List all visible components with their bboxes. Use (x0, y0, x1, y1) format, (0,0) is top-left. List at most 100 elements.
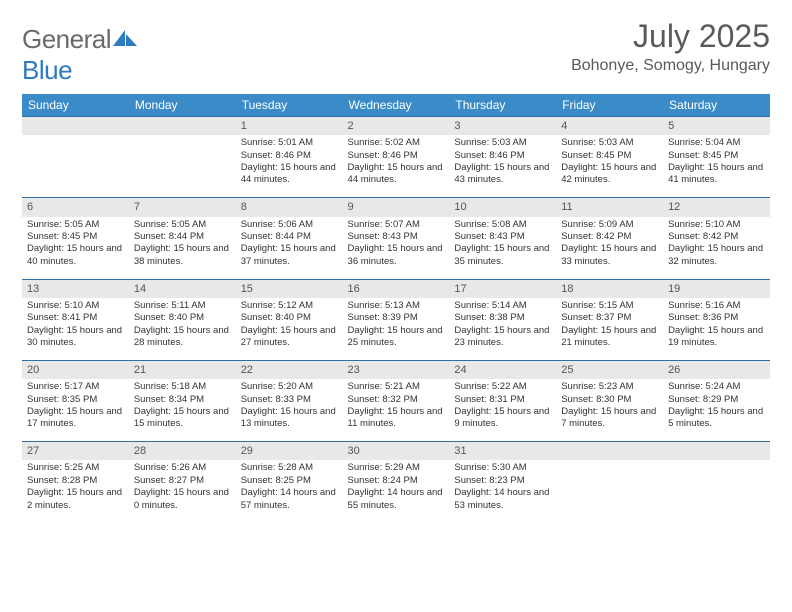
sunrise: Sunrise: 5:05 AM (27, 219, 124, 231)
sunset: Sunset: 8:42 PM (561, 231, 658, 243)
daylight: Daylight: 15 hours and 25 minutes. (348, 325, 445, 350)
day-cell: 2 Sunrise: 5:02 AMSunset: 8:46 PMDaylight… (343, 117, 450, 198)
day-body: Sunrise: 5:25 AMSunset: 8:28 PMDaylight:… (22, 460, 129, 522)
day-number: 11 (556, 198, 663, 216)
sunset: Sunset: 8:45 PM (668, 150, 765, 162)
week-row: 27Sunrise: 5:25 AMSunset: 8:28 PMDayligh… (22, 442, 770, 523)
logo-text-gray: General (22, 24, 111, 54)
daylight: Daylight: 15 hours and 19 minutes. (668, 325, 765, 350)
day-number: 3 (449, 117, 556, 135)
day-body: Sunrise: 5:03 AMSunset: 8:46 PMDaylight:… (449, 135, 556, 197)
daylight: Daylight: 15 hours and 21 minutes. (561, 325, 658, 350)
sunrise: Sunrise: 5:12 AM (241, 300, 338, 312)
sunset: Sunset: 8:46 PM (348, 150, 445, 162)
daylight: Daylight: 15 hours and 40 minutes. (27, 243, 124, 268)
day-cell: 21Sunrise: 5:18 AMSunset: 8:34 PMDayligh… (129, 360, 236, 441)
sunrise: Sunrise: 5:04 AM (668, 137, 765, 149)
week-row: 20Sunrise: 5:17 AMSunset: 8:35 PMDayligh… (22, 360, 770, 441)
daylight: Daylight: 14 hours and 53 minutes. (454, 487, 551, 512)
day-number: 20 (22, 361, 129, 379)
day-number: 17 (449, 280, 556, 298)
day-cell: 29Sunrise: 5:28 AMSunset: 8:25 PMDayligh… (236, 442, 343, 523)
daylight: Daylight: 15 hours and 43 minutes. (454, 162, 551, 187)
day-cell: 1Sunrise: 5:01 AMSunset: 8:46 PMDaylight… (236, 117, 343, 198)
sunset: Sunset: 8:34 PM (134, 394, 231, 406)
daylight: Daylight: 15 hours and 44 minutes. (348, 162, 445, 187)
empty-cell (22, 117, 129, 198)
weekday-monday: Monday (129, 94, 236, 117)
day-body (129, 135, 236, 197)
day-number: 18 (556, 280, 663, 298)
sunrise: Sunrise: 5:13 AM (348, 300, 445, 312)
daylight: Daylight: 15 hours and 11 minutes. (348, 406, 445, 431)
day-cell: 31Sunrise: 5:30 AMSunset: 8:23 PMDayligh… (449, 442, 556, 523)
daylight: Daylight: 15 hours and 28 minutes. (134, 325, 231, 350)
sunrise: Sunrise: 5:24 AM (668, 381, 765, 393)
day-body: Sunrise: 5:22 AMSunset: 8:31 PMDaylight:… (449, 379, 556, 441)
day-cell: 12Sunrise: 5:10 AMSunset: 8:42 PMDayligh… (663, 198, 770, 279)
sunrise: Sunrise: 5:28 AM (241, 462, 338, 474)
sunrise: Sunrise: 5:22 AM (454, 381, 551, 393)
daylight: Daylight: 15 hours and 44 minutes. (241, 162, 338, 187)
week-row: 6Sunrise: 5:05 AMSunset: 8:45 PMDaylight… (22, 198, 770, 279)
empty-cell (129, 117, 236, 198)
daylight: Daylight: 15 hours and 7 minutes. (561, 406, 658, 431)
daylight: Daylight: 15 hours and 15 minutes. (134, 406, 231, 431)
day-body: Sunrise: 5:13 AMSunset: 8:39 PMDaylight:… (343, 298, 450, 360)
day-number: 28 (129, 442, 236, 460)
day-body: Sunrise: 5:30 AMSunset: 8:23 PMDaylight:… (449, 460, 556, 522)
day-body (663, 460, 770, 522)
day-cell: 10Sunrise: 5:08 AMSunset: 8:43 PMDayligh… (449, 198, 556, 279)
sunrise: Sunrise: 5:10 AM (668, 219, 765, 231)
sail-icon (111, 28, 139, 48)
sunset: Sunset: 8:27 PM (134, 475, 231, 487)
day-number: 2 (343, 117, 450, 135)
day-number: 8 (236, 198, 343, 216)
sunrise: Sunrise: 5:02 AM (348, 137, 445, 149)
day-number: 12 (663, 198, 770, 216)
sunset: Sunset: 8:45 PM (561, 150, 658, 162)
day-number: 23 (343, 361, 450, 379)
daylight: Daylight: 15 hours and 27 minutes. (241, 325, 338, 350)
day-number: 24 (449, 361, 556, 379)
location: Bohonye, Somogy, Hungary (571, 57, 770, 75)
sunset: Sunset: 8:29 PM (668, 394, 765, 406)
sunrise: Sunrise: 5:08 AM (454, 219, 551, 231)
day-body: Sunrise: 5:10 AMSunset: 8:41 PMDaylight:… (22, 298, 129, 360)
sunset: Sunset: 8:43 PM (348, 231, 445, 243)
day-body: Sunrise: 5:07 AMSunset: 8:43 PMDaylight:… (343, 217, 450, 279)
sunset: Sunset: 8:35 PM (27, 394, 124, 406)
day-body: Sunrise: 5:21 AMSunset: 8:32 PMDaylight:… (343, 379, 450, 441)
sunset: Sunset: 8:30 PM (561, 394, 658, 406)
day-body: Sunrise: 5:26 AMSunset: 8:27 PMDaylight:… (129, 460, 236, 522)
day-cell: 13Sunrise: 5:10 AMSunset: 8:41 PMDayligh… (22, 279, 129, 360)
daylight: Daylight: 15 hours and 2 minutes. (27, 487, 124, 512)
day-cell: 16Sunrise: 5:13 AMSunset: 8:39 PMDayligh… (343, 279, 450, 360)
day-cell: 22Sunrise: 5:20 AMSunset: 8:33 PMDayligh… (236, 360, 343, 441)
sunrise: Sunrise: 5:05 AM (134, 219, 231, 231)
day-number (129, 117, 236, 135)
day-body (22, 135, 129, 197)
sunset: Sunset: 8:33 PM (241, 394, 338, 406)
sunrise: Sunrise: 5:26 AM (134, 462, 231, 474)
daylight: Daylight: 15 hours and 5 minutes. (668, 406, 765, 431)
sunset: Sunset: 8:40 PM (134, 312, 231, 324)
day-body: Sunrise: 5:16 AMSunset: 8:36 PMDaylight:… (663, 298, 770, 360)
sunset: Sunset: 8:32 PM (348, 394, 445, 406)
sunrise: Sunrise: 5:16 AM (668, 300, 765, 312)
sunset: Sunset: 8:44 PM (134, 231, 231, 243)
weekday-row: SundayMondayTuesdayWednesdayThursdayFrid… (22, 94, 770, 117)
sunset: Sunset: 8:38 PM (454, 312, 551, 324)
day-body: Sunrise: 5:11 AMSunset: 8:40 PMDaylight:… (129, 298, 236, 360)
day-cell: 19Sunrise: 5:16 AMSunset: 8:36 PMDayligh… (663, 279, 770, 360)
day-cell: 14Sunrise: 5:11 AMSunset: 8:40 PMDayligh… (129, 279, 236, 360)
day-cell: 6Sunrise: 5:05 AMSunset: 8:45 PMDaylight… (22, 198, 129, 279)
day-cell: 27Sunrise: 5:25 AMSunset: 8:28 PMDayligh… (22, 442, 129, 523)
day-cell: 11Sunrise: 5:09 AMSunset: 8:42 PMDayligh… (556, 198, 663, 279)
day-cell: 28Sunrise: 5:26 AMSunset: 8:27 PMDayligh… (129, 442, 236, 523)
day-body: Sunrise: 5:29 AMSunset: 8:24 PMDaylight:… (343, 460, 450, 522)
daylight: Daylight: 15 hours and 41 minutes. (668, 162, 765, 187)
sunrise: Sunrise: 5:11 AM (134, 300, 231, 312)
day-body: Sunrise: 5:15 AMSunset: 8:37 PMDaylight:… (556, 298, 663, 360)
day-cell: 5Sunrise: 5:04 AMSunset: 8:45 PMDaylight… (663, 117, 770, 198)
